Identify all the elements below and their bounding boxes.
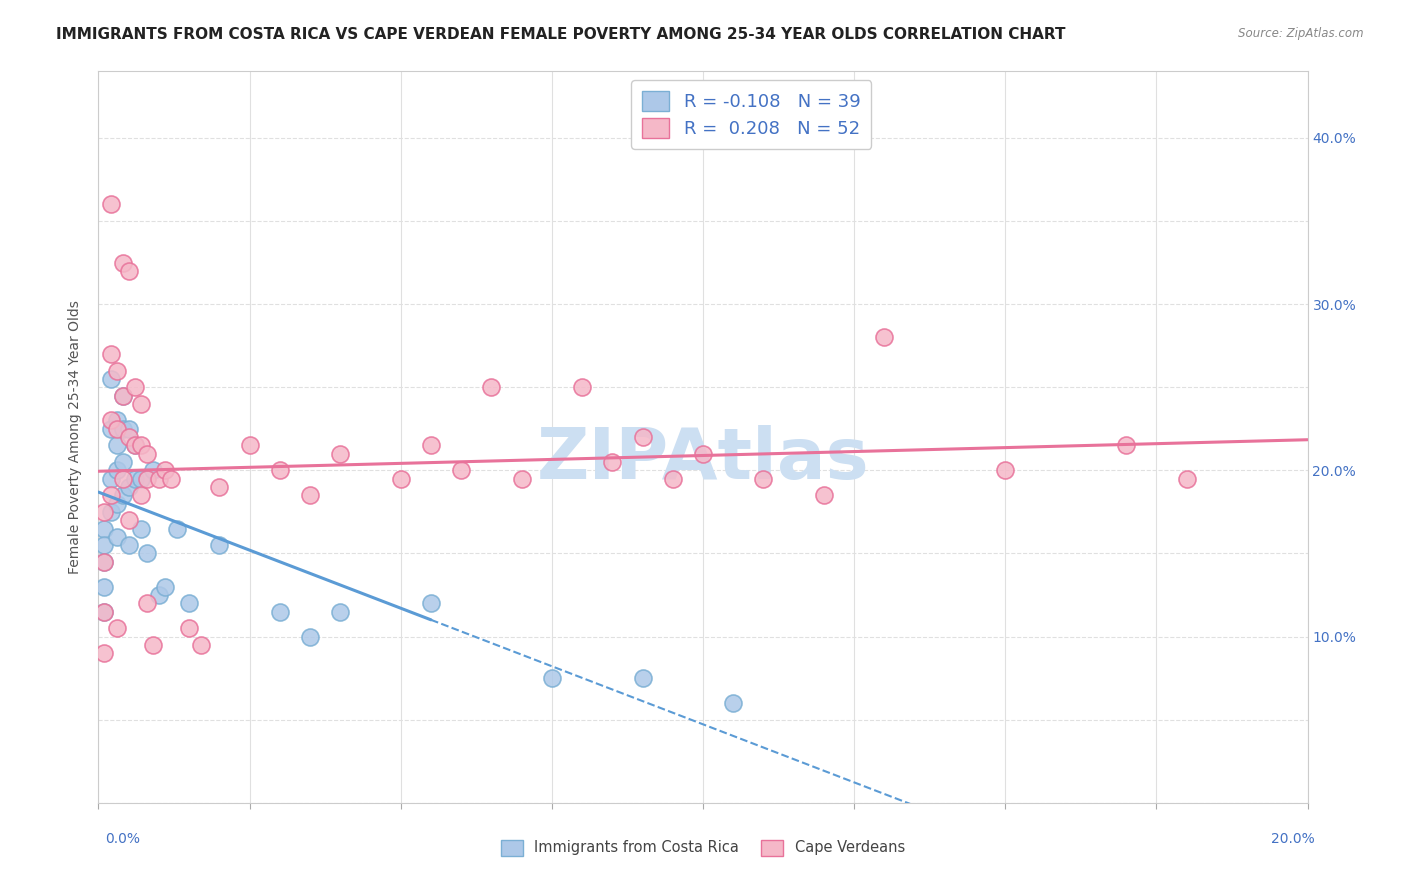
Point	[93, 646, 115, 660]
Point	[269, 605, 291, 619]
Point	[166, 521, 188, 535]
Point	[179, 596, 201, 610]
Point	[93, 505, 115, 519]
Point	[111, 388, 134, 402]
Y-axis label: Female Poverty Among 25-34 Year Olds: Female Poverty Among 25-34 Year Olds	[69, 300, 83, 574]
Point	[100, 488, 122, 502]
Point	[420, 438, 443, 452]
Text: 0.0%: 0.0%	[105, 832, 141, 846]
Point	[93, 580, 115, 594]
Point	[239, 438, 262, 452]
Point	[135, 472, 157, 486]
Point	[723, 696, 745, 710]
Point	[208, 538, 231, 552]
Point	[118, 422, 141, 436]
Point	[1175, 472, 1198, 486]
Point	[329, 605, 352, 619]
Point	[118, 264, 141, 278]
Point	[135, 546, 157, 560]
Point	[105, 363, 128, 377]
Point	[100, 372, 122, 386]
Point	[450, 463, 472, 477]
Point	[602, 455, 624, 469]
Point	[661, 472, 683, 486]
Point	[389, 472, 412, 486]
Text: IMMIGRANTS FROM COSTA RICA VS CAPE VERDEAN FEMALE POVERTY AMONG 25-34 YEAR OLDS : IMMIGRANTS FROM COSTA RICA VS CAPE VERDE…	[56, 27, 1066, 42]
Point	[153, 580, 176, 594]
Legend: Immigrants from Costa Rica, Cape Verdeans: Immigrants from Costa Rica, Cape Verdean…	[495, 834, 911, 862]
Point	[1115, 438, 1137, 452]
Point	[329, 447, 352, 461]
Point	[571, 380, 593, 394]
Point	[994, 463, 1017, 477]
Text: ZIPAtlas: ZIPAtlas	[537, 425, 869, 493]
Point	[208, 480, 231, 494]
Point	[118, 480, 141, 494]
Point	[420, 596, 443, 610]
Point	[190, 638, 212, 652]
Point	[118, 513, 141, 527]
Point	[118, 430, 141, 444]
Point	[93, 538, 115, 552]
Point	[100, 505, 122, 519]
Text: Source: ZipAtlas.com: Source: ZipAtlas.com	[1239, 27, 1364, 40]
Point	[100, 413, 122, 427]
Point	[813, 488, 835, 502]
Point	[100, 347, 122, 361]
Point	[631, 430, 654, 444]
Point	[93, 555, 115, 569]
Point	[129, 488, 152, 502]
Point	[142, 638, 165, 652]
Point	[111, 388, 134, 402]
Point	[269, 463, 291, 477]
Point	[510, 472, 533, 486]
Point	[129, 397, 152, 411]
Point	[153, 463, 176, 477]
Point	[148, 588, 170, 602]
Point	[111, 255, 134, 269]
Point	[111, 472, 134, 486]
Point	[93, 605, 115, 619]
Point	[111, 488, 134, 502]
Text: 20.0%: 20.0%	[1271, 832, 1315, 846]
Point	[160, 472, 183, 486]
Point	[100, 197, 122, 211]
Point	[135, 596, 157, 610]
Point	[100, 472, 122, 486]
Point	[93, 555, 115, 569]
Point	[129, 521, 152, 535]
Point	[631, 671, 654, 685]
Point	[124, 380, 146, 394]
Point	[105, 463, 128, 477]
Point	[118, 538, 141, 552]
Point	[93, 521, 115, 535]
Point	[299, 630, 322, 644]
Point	[179, 621, 201, 635]
Point	[111, 455, 134, 469]
Point	[105, 438, 128, 452]
Point	[135, 447, 157, 461]
Point	[105, 621, 128, 635]
Point	[124, 438, 146, 452]
Point	[299, 488, 322, 502]
Point	[148, 472, 170, 486]
Point	[873, 330, 896, 344]
Point	[540, 671, 562, 685]
Point	[105, 497, 128, 511]
Point	[105, 422, 128, 436]
Point	[142, 463, 165, 477]
Point	[105, 413, 128, 427]
Point	[129, 472, 152, 486]
Point	[692, 447, 714, 461]
Point	[111, 422, 134, 436]
Point	[124, 472, 146, 486]
Point	[481, 380, 503, 394]
Point	[93, 605, 115, 619]
Point	[752, 472, 775, 486]
Point	[100, 422, 122, 436]
Point	[105, 530, 128, 544]
Point	[129, 438, 152, 452]
Point	[124, 438, 146, 452]
